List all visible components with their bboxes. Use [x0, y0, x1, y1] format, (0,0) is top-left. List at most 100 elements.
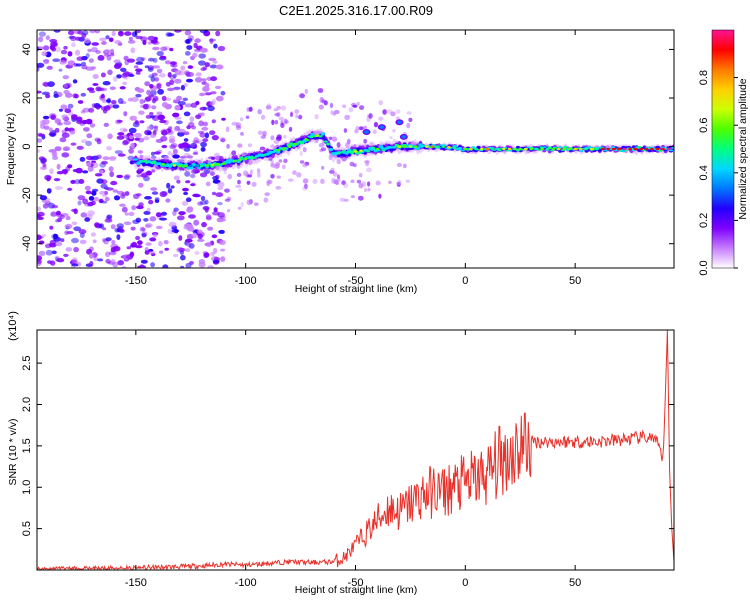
- heatmap-cell: [161, 95, 167, 102]
- heatmap-cell: [224, 198, 231, 202]
- page-title: C2E1.2025.316.17.00.R09: [279, 3, 433, 18]
- heatmap-cell: [96, 87, 105, 92]
- heatmap-cell: [197, 201, 204, 206]
- heatmap-cell: [67, 103, 74, 109]
- heatmap-cell: [430, 145, 435, 148]
- snr-y-label: SNR (10 * v/v): [7, 418, 19, 485]
- heatmap-cell: [141, 227, 146, 232]
- heatmap-cell: [167, 188, 173, 194]
- heatmap-cell: [345, 142, 350, 149]
- heatmap-cell: [61, 152, 70, 158]
- heatmap-cell: [183, 138, 189, 142]
- heatmap-cell: [46, 65, 53, 70]
- heatmap-cell: [299, 93, 305, 99]
- heatmap-cell: [63, 45, 68, 50]
- heatmap-cell: [63, 83, 69, 88]
- heatmap-cell: [200, 49, 208, 53]
- heatmap-cell: [89, 90, 96, 94]
- heatmap-cell: [94, 173, 103, 177]
- heatmap-cell: [540, 147, 544, 151]
- heatmap-cell: [265, 152, 270, 156]
- heatmap-cell: [195, 101, 200, 105]
- heatmap-cell: [194, 164, 199, 168]
- heatmap-cell: [124, 31, 132, 36]
- heatmap-cell: [176, 179, 181, 184]
- heatmap-cell: [71, 221, 78, 226]
- heatmap-cell: [49, 168, 54, 175]
- heatmap-cell: [396, 162, 402, 167]
- heatmap-cell: [666, 147, 671, 151]
- heatmap-cell: [353, 144, 357, 148]
- heatmap-cell: [186, 233, 194, 240]
- heatmap-cell: [281, 164, 286, 170]
- heatmap-cell: [173, 98, 179, 103]
- heatmap-cell: [513, 147, 517, 151]
- heatmap-cell: [44, 243, 52, 249]
- heatmap-cell: [99, 223, 104, 229]
- colorbar-ticks: 0.0 0.2 0.4 0.6 0.8: [698, 70, 738, 276]
- heatmap-cell: [102, 108, 108, 114]
- heatmap-cell: [37, 138, 43, 143]
- heatmap-cell: [43, 45, 50, 51]
- heatmap-cell: [88, 196, 95, 201]
- heatmap-cell: [211, 191, 217, 196]
- heatmap-cell: [67, 51, 73, 57]
- heatmap-cell: [53, 90, 58, 96]
- heatmap-cell: [237, 143, 243, 148]
- heatmap-cell: [85, 140, 92, 147]
- heatmap-cell: [270, 135, 275, 141]
- heatmap-cell: [59, 60, 67, 65]
- heatmap-cell: [97, 55, 105, 61]
- heatmap-cell: [231, 150, 237, 156]
- heatmap-cell: [225, 126, 230, 133]
- heatmap-cell: [280, 105, 287, 111]
- heatmap-cell: [317, 88, 324, 93]
- heatmap-cell: [378, 193, 382, 199]
- heatmap-cell: [139, 98, 145, 105]
- heatmap-cell: [159, 119, 167, 124]
- heatmap-cell: [146, 207, 151, 212]
- heatmap-cell: [205, 181, 211, 187]
- heatmap-cell: [283, 158, 288, 164]
- heatmap-cell: [622, 147, 627, 151]
- heatmap-cell: [210, 76, 218, 82]
- snr-y-ticks: 0.5 1.0 1.5 2.0 2.5: [21, 355, 674, 536]
- heatmap-cell: [209, 101, 215, 106]
- heatmap-cell: [238, 158, 242, 162]
- heatmap-cell: [364, 148, 369, 152]
- heatmap-cell: [212, 175, 219, 181]
- heatmap-cell: [118, 229, 125, 233]
- heatmap-cell: [220, 256, 226, 262]
- heatmap-cell: [47, 81, 55, 87]
- heatmap-cell: [87, 48, 92, 53]
- heatmap-cell: [38, 36, 44, 43]
- heatmap-cell: [185, 180, 191, 184]
- heatmap-cell: [85, 190, 92, 195]
- heatmap-cell: [195, 139, 203, 145]
- heatmap-cell: [180, 155, 186, 159]
- heatmap-cell: [567, 147, 572, 151]
- heatmap-cell: [240, 202, 244, 208]
- heatmap-cell: [372, 129, 377, 134]
- heatmap-cell: [220, 138, 226, 143]
- heatmap-cell: [37, 46, 40, 52]
- heatmap-cell: [121, 206, 128, 213]
- heatmap-cell: [288, 126, 293, 132]
- heatmap-cell: [146, 126, 153, 130]
- heatmap-cell: [52, 155, 59, 160]
- heatmap-cell: [123, 55, 129, 61]
- heatmap-cell: [89, 123, 96, 128]
- heatmap-cell: [220, 90, 226, 96]
- heatmap-cell: [191, 232, 198, 239]
- heatmap-cell: [237, 206, 242, 210]
- heatmap-cell: [134, 245, 143, 249]
- heatmap-cell: [128, 148, 134, 154]
- heatmap-cell: [174, 116, 182, 120]
- heatmap-cell: [363, 188, 368, 192]
- heatmap-cell: [203, 168, 211, 174]
- heatmap-cell: [235, 184, 242, 188]
- heatmap-cell: [298, 114, 303, 120]
- heatmap-cell: [210, 156, 216, 160]
- heatmap-cell: [182, 97, 188, 102]
- heatmap-cell: [335, 181, 340, 186]
